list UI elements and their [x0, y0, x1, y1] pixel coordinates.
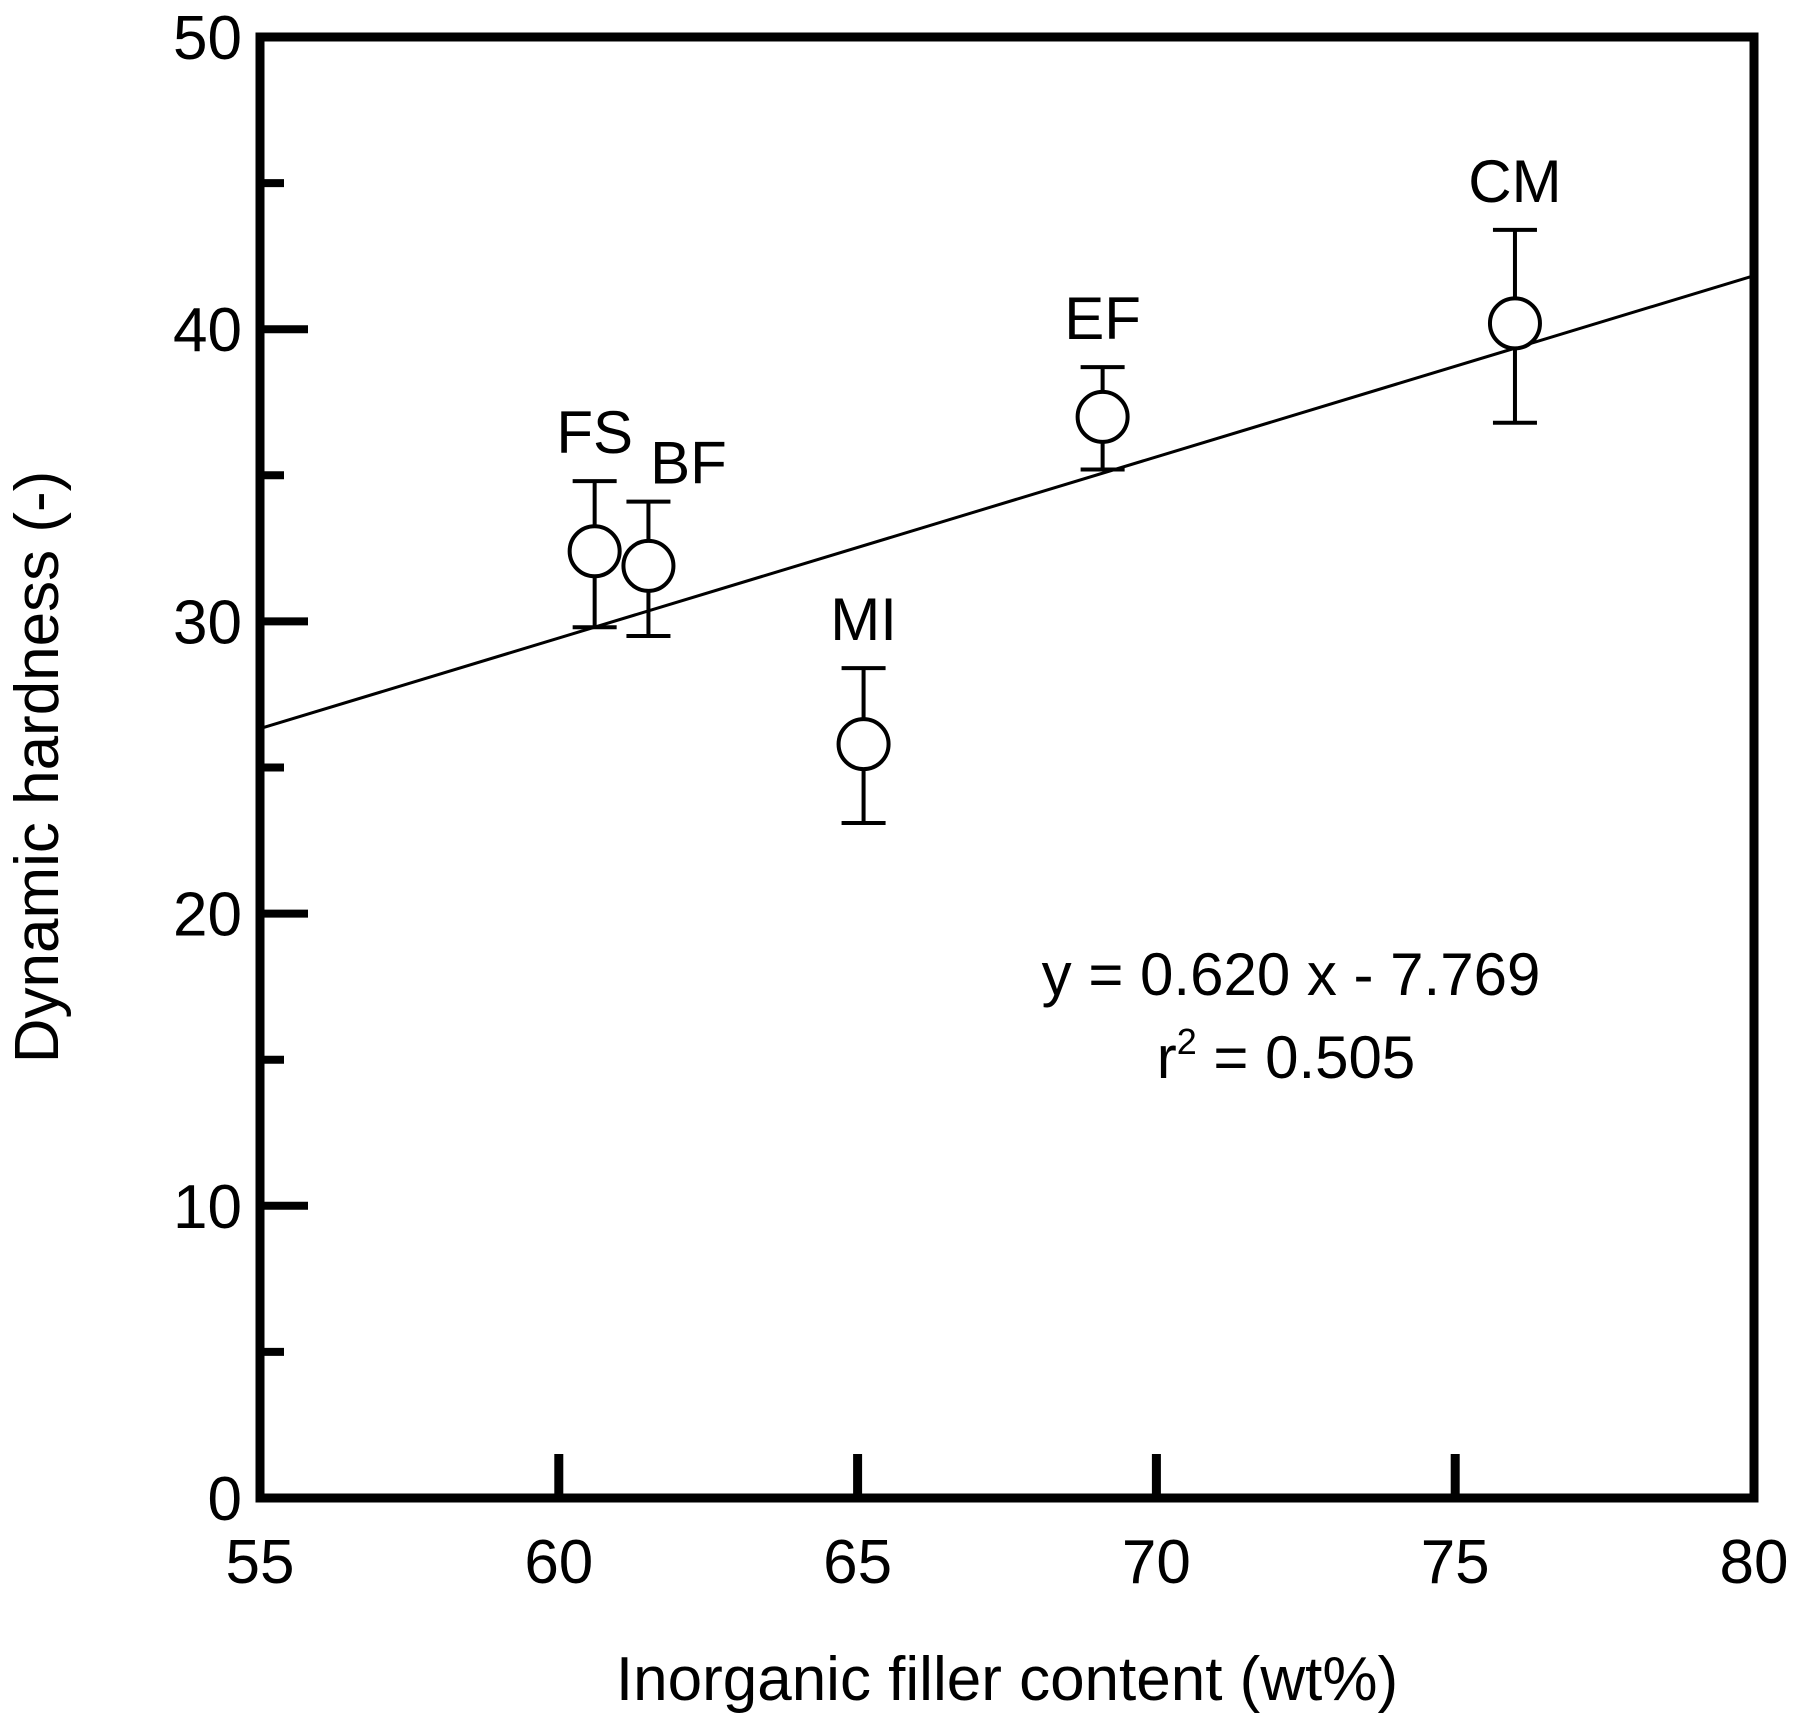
r2-annotation: r2 = 0.505 [1157, 1021, 1416, 1091]
x-tick-label: 65 [823, 1528, 892, 1597]
y-axis-label: Dynamic hardness (-) [3, 471, 72, 1064]
regression-line [259, 274, 1755, 731]
plot-frame [255, 32, 1759, 1503]
data-point [1487, 296, 1542, 351]
point-label: BF [650, 430, 727, 497]
point-label: CM [1468, 148, 1561, 215]
y-tick-label: 50 [173, 4, 242, 73]
data-point [621, 538, 676, 593]
y-tick-label: 30 [173, 588, 242, 657]
y-tick-label: 40 [173, 296, 242, 365]
point-label: FS [556, 399, 633, 466]
point-label: MI [830, 586, 897, 653]
data-point [567, 524, 622, 579]
x-tick-label: 80 [1720, 1528, 1789, 1597]
y-tick-label: 20 [173, 881, 242, 950]
x-tick-label: 70 [1122, 1528, 1191, 1597]
point-label: EF [1064, 285, 1141, 352]
y-tick-label: 10 [173, 1173, 242, 1242]
x-tick-label: 60 [524, 1528, 593, 1597]
x-tick-label: 75 [1421, 1528, 1490, 1597]
y-tick-label: 0 [208, 1465, 242, 1534]
x-axis-label: Inorganic filler content (wt%) [616, 1645, 1398, 1714]
x-tick-label: 55 [226, 1528, 295, 1597]
equation-annotation: y = 0.620 x - 7.769 [1042, 941, 1541, 1008]
data-point [836, 717, 891, 772]
data-point [1075, 389, 1130, 444]
